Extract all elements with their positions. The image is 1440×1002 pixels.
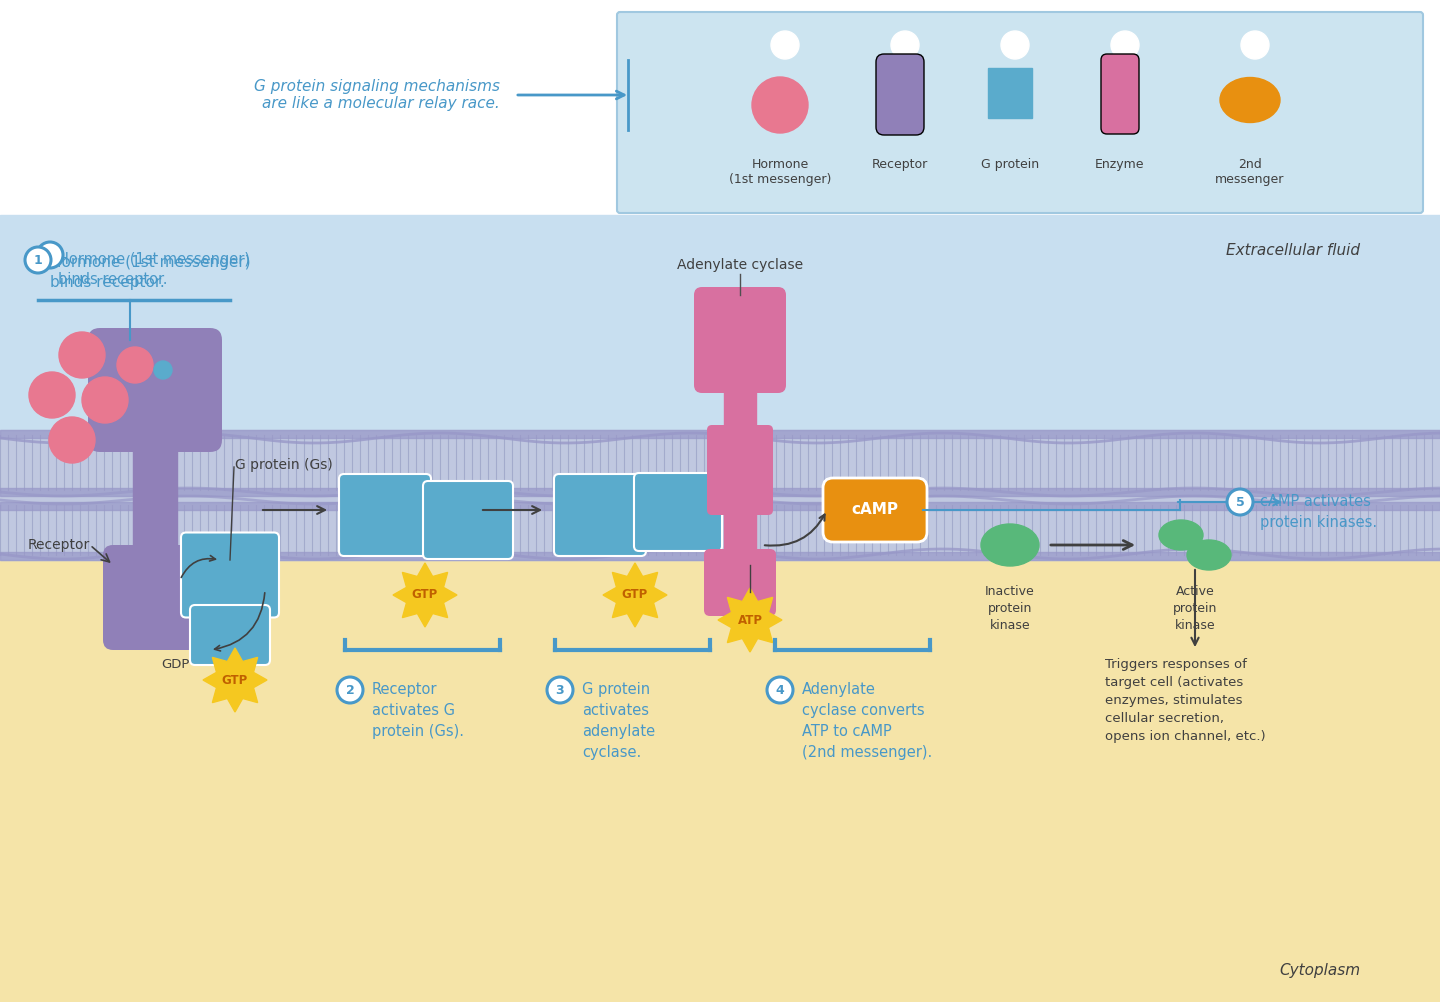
FancyBboxPatch shape xyxy=(876,54,924,135)
Polygon shape xyxy=(719,588,782,652)
FancyBboxPatch shape xyxy=(707,425,773,515)
FancyBboxPatch shape xyxy=(88,328,222,452)
Circle shape xyxy=(770,31,799,59)
Bar xyxy=(988,68,1032,118)
Text: Receptor: Receptor xyxy=(871,158,929,171)
Circle shape xyxy=(1001,31,1030,59)
Ellipse shape xyxy=(981,524,1040,566)
Ellipse shape xyxy=(1187,540,1231,570)
Bar xyxy=(0,0,1440,215)
Text: Hormone (1st messenger)
binds receptor.: Hormone (1st messenger) binds receptor. xyxy=(58,252,251,287)
Text: G protein: G protein xyxy=(981,158,1040,171)
Polygon shape xyxy=(203,648,266,712)
Text: Adenylate cyclase: Adenylate cyclase xyxy=(677,258,804,272)
Text: G protein (Gs): G protein (Gs) xyxy=(235,458,333,472)
Text: 2nd
messenger: 2nd messenger xyxy=(1215,158,1284,186)
Bar xyxy=(132,430,177,565)
Text: G protein signaling mechanisms
are like a molecular relay race.: G protein signaling mechanisms are like … xyxy=(253,79,500,111)
Circle shape xyxy=(752,77,808,133)
Circle shape xyxy=(29,372,75,418)
Circle shape xyxy=(768,677,793,703)
Circle shape xyxy=(24,247,50,273)
Circle shape xyxy=(547,677,573,703)
FancyBboxPatch shape xyxy=(694,287,786,393)
Circle shape xyxy=(82,377,128,423)
Bar xyxy=(724,382,756,437)
Circle shape xyxy=(1241,31,1269,59)
FancyBboxPatch shape xyxy=(181,532,279,617)
Bar xyxy=(0,430,1440,560)
Text: Hormone (1st messenger)
binds receptor.: Hormone (1st messenger) binds receptor. xyxy=(50,255,251,290)
Text: 5: 5 xyxy=(1236,496,1244,508)
FancyBboxPatch shape xyxy=(704,549,776,616)
FancyBboxPatch shape xyxy=(824,478,927,542)
Text: 3: 3 xyxy=(556,683,564,696)
Polygon shape xyxy=(393,563,456,627)
Ellipse shape xyxy=(1159,520,1202,550)
Text: Receptor
activates G
protein (Gs).: Receptor activates G protein (Gs). xyxy=(372,682,464,739)
Bar xyxy=(724,505,756,560)
FancyBboxPatch shape xyxy=(104,545,207,650)
Text: GTP: GTP xyxy=(622,588,648,601)
Text: Inactive
protein
kinase: Inactive protein kinase xyxy=(985,585,1035,632)
Text: Extracellular fluid: Extracellular fluid xyxy=(1225,242,1359,258)
Text: GTP: GTP xyxy=(222,673,248,686)
FancyBboxPatch shape xyxy=(616,12,1423,213)
FancyBboxPatch shape xyxy=(338,474,431,556)
FancyBboxPatch shape xyxy=(190,605,271,665)
Circle shape xyxy=(1112,31,1139,59)
Text: Enzyme: Enzyme xyxy=(1096,158,1145,171)
Circle shape xyxy=(59,332,105,378)
Text: GTP: GTP xyxy=(412,588,438,601)
Circle shape xyxy=(1227,489,1253,515)
Text: G protein
activates
adenylate
cyclase.: G protein activates adenylate cyclase. xyxy=(582,682,655,760)
Text: 4: 4 xyxy=(776,683,785,696)
Bar xyxy=(0,552,1440,560)
Text: Receptor: Receptor xyxy=(27,538,91,552)
Polygon shape xyxy=(603,563,667,627)
Text: 2: 2 xyxy=(346,683,354,696)
Text: ATP: ATP xyxy=(737,613,763,626)
Text: Hormone
(1st messenger): Hormone (1st messenger) xyxy=(729,158,831,186)
Bar xyxy=(0,215,1440,495)
Text: 1: 1 xyxy=(33,254,42,267)
FancyBboxPatch shape xyxy=(554,474,647,556)
Ellipse shape xyxy=(1220,77,1280,122)
Text: cAMP: cAMP xyxy=(851,502,899,517)
Text: GDP: GDP xyxy=(161,658,189,671)
Circle shape xyxy=(891,31,919,59)
Circle shape xyxy=(337,677,363,703)
Bar xyxy=(0,502,1440,510)
Bar xyxy=(0,430,1440,438)
Bar xyxy=(0,488,1440,496)
Circle shape xyxy=(49,417,95,463)
FancyBboxPatch shape xyxy=(1102,54,1139,134)
Text: Cytoplasm: Cytoplasm xyxy=(1279,963,1359,978)
Text: Active
protein
kinase: Active protein kinase xyxy=(1172,585,1217,632)
FancyBboxPatch shape xyxy=(423,481,513,559)
Text: Triggers responses of
target cell (activates
enzymes, stimulates
cellular secret: Triggers responses of target cell (activ… xyxy=(1104,658,1266,743)
Circle shape xyxy=(154,361,171,379)
Circle shape xyxy=(117,347,153,383)
Circle shape xyxy=(37,242,63,268)
Bar xyxy=(0,560,1440,1002)
FancyBboxPatch shape xyxy=(634,473,721,551)
Text: cAMP activates
protein kinases.: cAMP activates protein kinases. xyxy=(1260,494,1377,530)
Text: Adenylate
cyclase converts
ATP to cAMP
(2nd messenger).: Adenylate cyclase converts ATP to cAMP (… xyxy=(802,682,932,760)
